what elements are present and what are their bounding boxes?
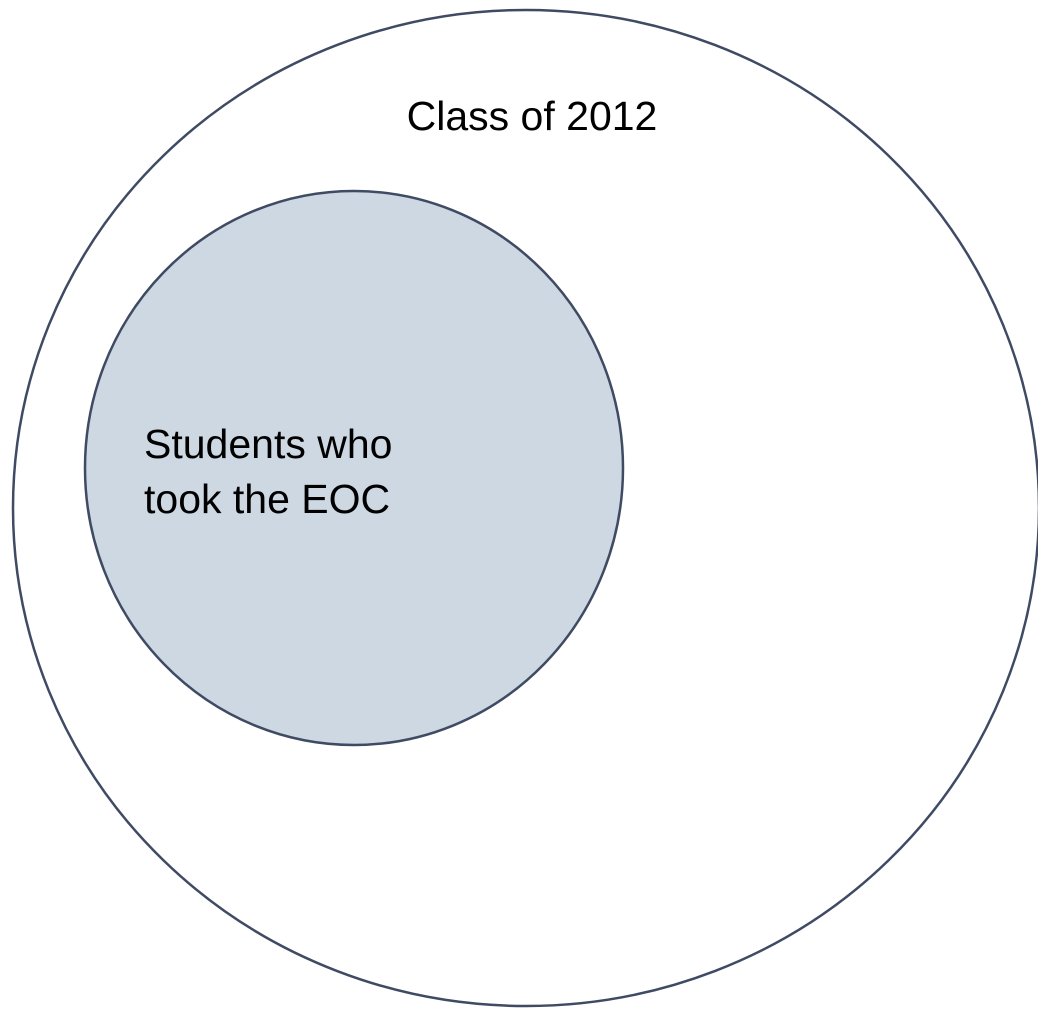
inner-set-label-line-1: Students who (144, 421, 392, 467)
inner-set-label-line-2: took the EOC (144, 476, 390, 522)
inner-set-circle (83, 189, 625, 747)
outer-set-label: Class of 2012 (407, 93, 658, 139)
